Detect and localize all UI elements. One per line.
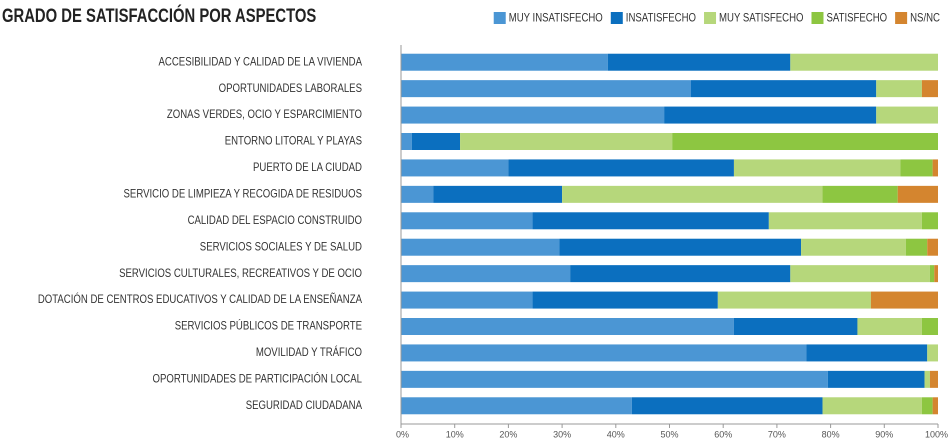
x-tick-label: 30% [553,429,571,439]
category-label: SERVICIOS CULTURALES, RECREATIVOS Y DE O… [119,266,362,280]
bar-segment [790,265,930,283]
category-label: SERVICIO DE LIMPIEZA Y RECOGIDA DE RESID… [124,187,362,201]
legend-label: NS/NC [910,11,940,25]
bar-segment [401,370,828,388]
bar-segment [921,318,938,335]
bar-segment [401,159,509,177]
bar-segment [927,238,938,256]
bar-segment [562,185,823,203]
bar-segment [460,133,673,150]
bar-segment [401,106,665,124]
bar-segment [921,80,938,98]
bar-segment [934,265,938,283]
bar-segment [870,291,938,309]
bar-segment [401,212,533,230]
legend-swatch [811,12,824,24]
category-label: SERVICIOS SOCIALES Y DE SALUD [200,239,362,253]
bar-segment [532,291,718,309]
bar-segment [929,265,935,283]
bar-segment [822,185,898,203]
category-label: ENTORNO LITORAL Y PLAYAS [225,134,362,148]
bar-segment [924,370,930,388]
bar-segment [801,238,906,256]
bar-segment [905,238,928,256]
bar-segment [607,53,791,71]
category-label: SEGURIDAD CIUDADANA [246,398,362,412]
x-tick-label: 80% [822,429,840,439]
bar-segment [401,53,608,71]
bar-segment [768,212,922,230]
x-tick-label: 100% [925,429,948,439]
bar-segment [401,238,560,256]
bar-segment [927,344,938,362]
category-label: ACCESIBILIDAD Y CALIDAD DE LA VIVIENDA [159,54,362,68]
bar-segment [900,159,933,177]
legend-label: MUY INSATISFECHO [509,11,603,25]
legend-label: SATISFECHO [826,11,887,25]
legend-label: INSATISFECHO [626,11,696,25]
legend-label: MUY SATISFECHO [719,11,803,25]
chart-title: GRADO DE SATISFACCIÓN POR ASPECTOS [2,5,316,27]
legend-swatch [895,12,908,24]
legend-swatch [610,12,623,24]
bar-segment [827,370,925,388]
bar-segment [733,159,901,177]
bar-segment [717,291,871,309]
bar-segment [672,133,938,150]
bar-segment [897,185,938,203]
bar-segment [401,80,691,98]
bar-segment [401,318,734,335]
x-tick-label: 90% [875,429,893,439]
bar-segment [433,185,563,203]
bar-segment [921,212,938,230]
bar-segment [733,318,858,335]
x-tick-label: 40% [607,429,625,439]
category-label: MOVILIDAD Y TRÁFICO [256,344,362,359]
bar-segment [508,159,734,177]
bar-segment [401,291,533,309]
bar-segment [932,159,938,177]
x-tick-label: 50% [660,429,678,439]
bar-segment [876,80,922,98]
bar-segment [559,238,802,256]
legend-swatch [704,12,717,24]
category-label: OPORTUNIDADES DE PARTICIPACIÓN LOCAL [153,371,363,386]
bar-segment [401,133,412,150]
bar-segment [401,265,571,283]
bar-segment [532,212,769,230]
x-tick-label: 10% [446,429,464,439]
category-label: DOTACIÓN DE CENTROS EDUCATIVOS Y CALIDAD… [38,291,362,306]
bar-segment [570,265,791,283]
bar-segment [401,397,632,415]
bar-segment [929,370,938,388]
x-tick-label: 70% [768,429,786,439]
category-label: CALIDAD DEL ESPACIO CONSTRUIDO [188,213,362,227]
bar-segment [790,53,938,71]
bar-segment [806,344,928,362]
x-tick-label: 0% [396,429,409,439]
bar-segment [411,133,461,150]
x-tick-label: 20% [499,429,517,439]
bar-segment [822,397,922,415]
bar-segment [401,185,434,203]
bar-segment [664,106,877,124]
bar-segment [401,344,807,362]
x-tick-label: 60% [714,429,732,439]
category-label: SERVICIOS PÚBLICOS DE TRANSPORTE [175,318,362,333]
category-label: OPORTUNIDADES LABORALES [219,81,362,95]
legend-swatch [493,12,506,24]
bar-segment [631,397,823,415]
bar-segment [932,397,938,415]
category-label: PUERTO DE LA CIUDAD [253,160,362,174]
bar-segment [921,397,933,415]
bar-segment [876,106,938,124]
bar-segment [690,80,877,98]
bar-segment [857,318,922,335]
category-label: ZONAS VERDES, OCIO Y ESPARCIMIENTO [167,107,362,121]
